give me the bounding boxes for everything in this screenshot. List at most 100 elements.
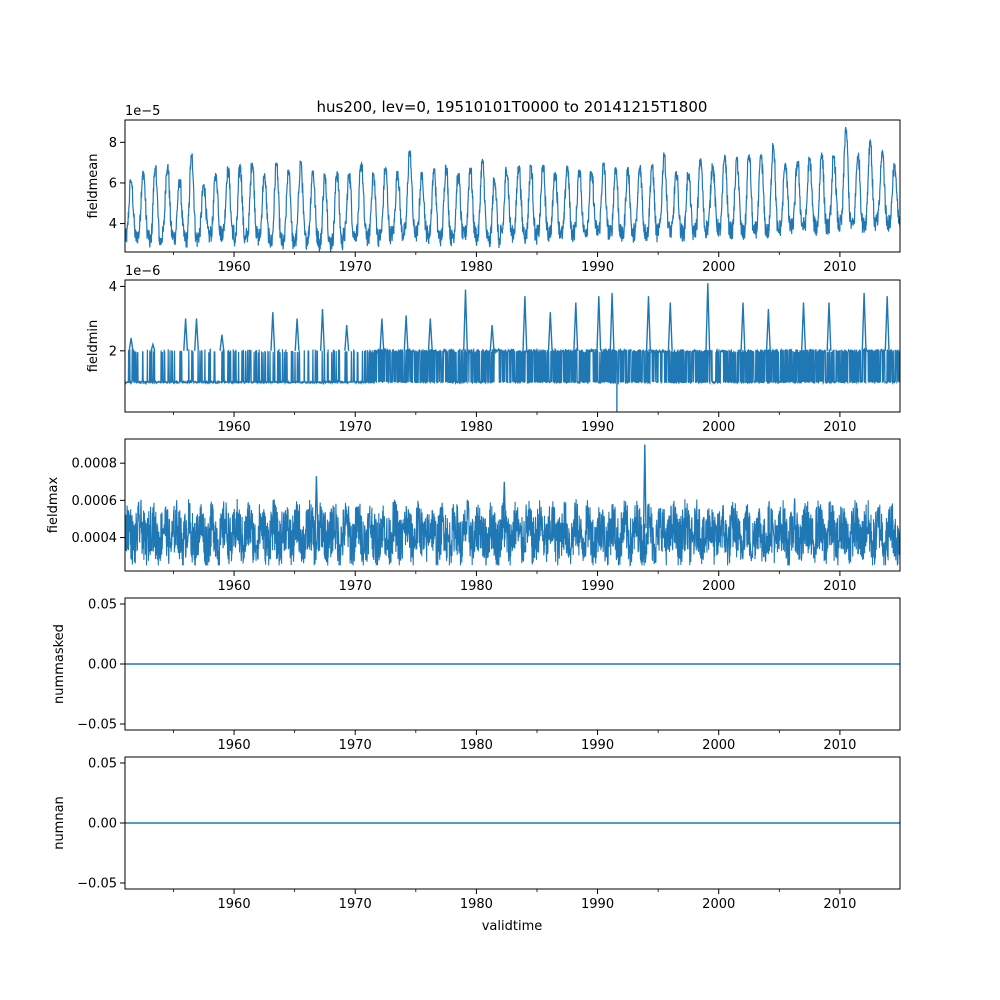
x-tick-label: 1980 xyxy=(460,897,493,912)
subplot-numnan: 1960 1970 1980 1990 2000 2010 −0.05 0.00 0.05 num… xyxy=(52,756,901,912)
x-tick-label: 1970 xyxy=(339,579,372,594)
y-axis-label: fieldmax xyxy=(46,477,61,534)
series-spike xyxy=(463,289,468,351)
x-tick-label: 1970 xyxy=(339,420,372,435)
series-spike xyxy=(547,312,553,351)
series-spike xyxy=(861,292,867,351)
series-spike xyxy=(379,318,385,351)
x-tick-label: 1980 xyxy=(460,579,493,594)
x-tick-label: 1970 xyxy=(339,897,372,912)
x-tick-label: 1990 xyxy=(581,579,614,594)
y-tick-label: 4 xyxy=(109,280,117,295)
y-tick-label: 0.00 xyxy=(88,817,117,832)
x-tick-label: 1990 xyxy=(581,897,614,912)
subplot-fieldmin: 1960 1970 1980 1990 2000 2010 2 4 1e−6 fieldmin xyxy=(86,264,901,435)
y-axis-label: fieldmin xyxy=(86,320,101,373)
y-tick-label: 6 xyxy=(109,176,117,191)
y-tick-label: 0.0006 xyxy=(72,494,118,509)
x-tick-label: 1970 xyxy=(339,738,372,753)
x-tick-label: 2000 xyxy=(702,897,735,912)
y-tick-label: 0.00 xyxy=(88,658,117,673)
series-line xyxy=(125,127,900,252)
x-tick-label: 2000 xyxy=(702,420,735,435)
axes-frame xyxy=(124,279,901,413)
y-tick-label: −0.05 xyxy=(77,718,117,733)
subplot-fieldmean: 1960 1970 1980 1990 2000 2010 4 6 8 1e−5 fieldmean xyxy=(86,104,901,275)
x-tick-label: 1980 xyxy=(460,260,493,275)
axes-frame xyxy=(124,119,901,253)
x-tick-label: 2000 xyxy=(702,738,735,753)
series-spike xyxy=(884,296,890,351)
subplot-fieldmax: 1960 1970 1980 1990 2000 2010 0.0004 0.0006 0.00… xyxy=(46,438,901,594)
offset-label: 1e−5 xyxy=(125,104,160,119)
x-tick-label: 1990 xyxy=(581,260,614,275)
x-tick-label: 1980 xyxy=(460,420,493,435)
series-spike xyxy=(502,481,507,529)
x-tick-label: 2010 xyxy=(823,260,856,275)
x-tick-label: 2010 xyxy=(823,420,856,435)
series-line xyxy=(125,498,900,567)
y-tick-label: 2 xyxy=(109,344,117,359)
series-spike xyxy=(740,302,746,351)
chart-title: hus200, lev=0, 19510101T0000 to 20141215… xyxy=(317,98,708,116)
y-axis-label: fieldmean xyxy=(86,154,101,219)
series-spike xyxy=(150,341,156,351)
x-tick-label: 1960 xyxy=(218,260,251,275)
y-tick-label: 0.0004 xyxy=(72,531,118,546)
y-tick-label: 0.0008 xyxy=(72,457,118,472)
series-spike xyxy=(183,318,189,351)
x-tick-label: 1980 xyxy=(460,738,493,753)
series-fieldmean xyxy=(125,127,900,252)
subplot-nummasked: 1960 1970 1980 1990 2000 2010 −0.05 0.00 0.05 num… xyxy=(52,597,901,753)
series-spike xyxy=(522,296,528,351)
series-spike xyxy=(128,337,134,351)
series-spike xyxy=(320,308,325,351)
x-tick-label: 1960 xyxy=(218,579,251,594)
series-spike xyxy=(489,325,495,351)
y-axis-label: nummasked xyxy=(52,624,67,704)
series-spike xyxy=(642,444,647,529)
y-tick-label: 4 xyxy=(109,217,117,232)
series-spike xyxy=(645,296,651,351)
series-line xyxy=(125,346,900,386)
series-spike xyxy=(667,302,673,351)
series-fieldmax xyxy=(125,444,900,567)
series-spike xyxy=(609,292,615,351)
x-tick-label: 2010 xyxy=(823,579,856,594)
x-tick-label: 1960 xyxy=(218,420,251,435)
subplot-stack: 1960 1970 1980 1990 2000 2010 4 6 8 1e−5 fieldmean… xyxy=(46,104,901,912)
series-spike xyxy=(294,318,300,351)
series-spike xyxy=(219,334,225,351)
series-fieldmin xyxy=(125,283,900,412)
offset-label: 1e−6 xyxy=(125,264,160,279)
x-tick-label: 1960 xyxy=(218,897,251,912)
x-tick-label: 1970 xyxy=(339,260,372,275)
x-tick-label: 1990 xyxy=(581,420,614,435)
series-spike xyxy=(270,312,276,351)
x-tick-label: 2000 xyxy=(702,260,735,275)
x-tick-label: 1990 xyxy=(581,738,614,753)
series-spike xyxy=(573,302,579,351)
y-tick-label: −0.05 xyxy=(77,877,117,892)
series-spike xyxy=(705,283,711,351)
x-tick-label: 1960 xyxy=(218,738,251,753)
x-tick-label: 2000 xyxy=(702,579,735,594)
series-spike xyxy=(596,296,602,351)
series-spike xyxy=(801,302,807,351)
series-spike xyxy=(403,315,409,351)
y-tick-label: 0.05 xyxy=(88,598,117,613)
series-spike xyxy=(765,308,771,351)
y-tick-label: 8 xyxy=(109,136,117,151)
series-spike xyxy=(427,318,433,351)
y-tick-label: 0.05 xyxy=(88,757,117,772)
x-axis-label: validtime xyxy=(482,919,543,934)
x-tick-label: 2010 xyxy=(823,897,856,912)
series-spike xyxy=(314,476,319,529)
series-spike xyxy=(826,302,832,351)
axes-frame xyxy=(124,438,901,572)
series-spike xyxy=(344,325,350,351)
y-axis-label: numnan xyxy=(52,796,67,850)
x-tick-label: 2010 xyxy=(823,738,856,753)
series-spike xyxy=(194,318,199,351)
